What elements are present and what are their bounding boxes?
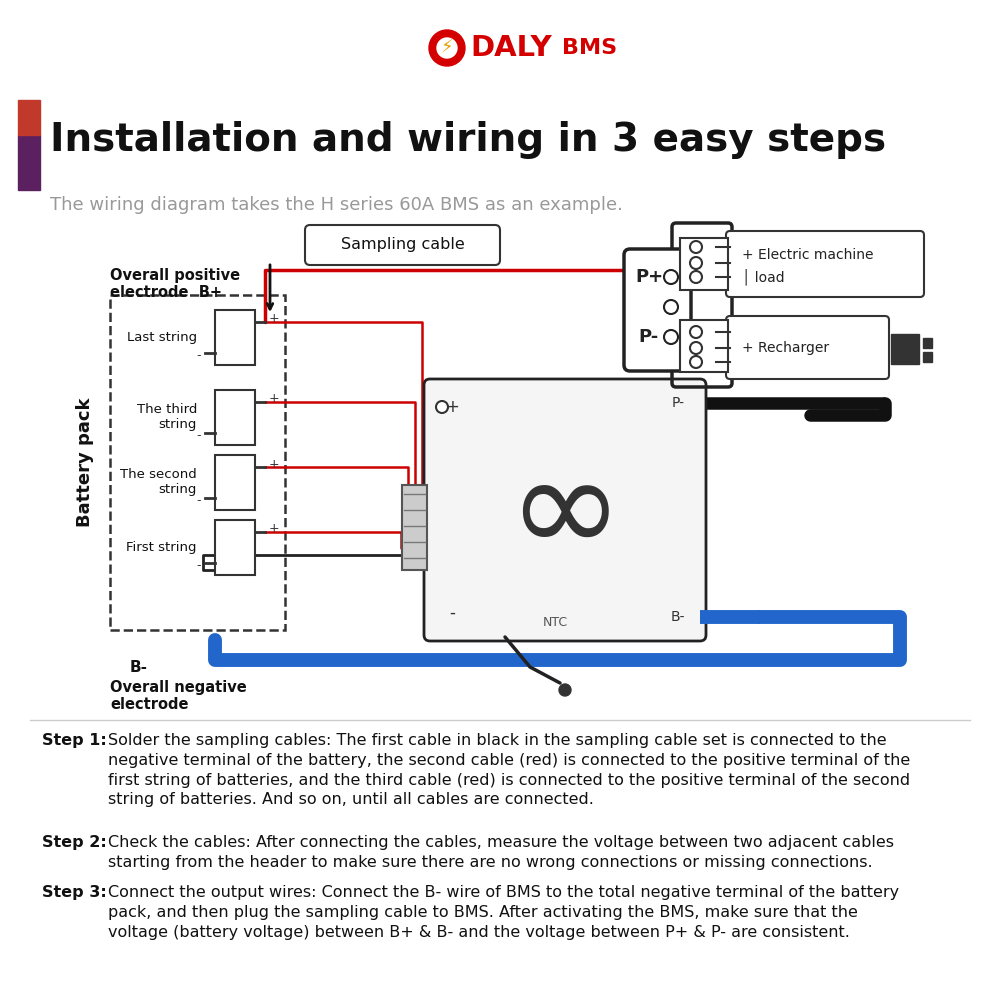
- Text: NTC: NTC: [542, 616, 568, 630]
- Text: The wiring diagram takes the H series 60A BMS as an example.: The wiring diagram takes the H series 60…: [50, 196, 623, 214]
- Text: Connect the output wires: Connect the B- wire of BMS to the total negative termi: Connect the output wires: Connect the B-…: [108, 885, 899, 940]
- Text: Last string: Last string: [127, 330, 197, 344]
- FancyBboxPatch shape: [680, 320, 728, 372]
- Text: +: +: [269, 522, 280, 536]
- Text: -: -: [449, 604, 455, 622]
- Bar: [18, 135, 40, 190]
- Text: P-: P-: [672, 396, 684, 410]
- Bar: [923, 338, 932, 348]
- Bar: [402, 485, 427, 570]
- FancyBboxPatch shape: [305, 225, 500, 265]
- Bar: [215, 390, 255, 445]
- Text: The third
string: The third string: [137, 403, 197, 431]
- FancyBboxPatch shape: [726, 316, 889, 379]
- Text: DALY: DALY: [470, 34, 552, 62]
- FancyBboxPatch shape: [624, 249, 691, 371]
- Circle shape: [690, 356, 702, 368]
- Text: -: -: [196, 430, 201, 442]
- Circle shape: [664, 330, 678, 344]
- Text: -: -: [196, 350, 201, 362]
- Circle shape: [559, 684, 571, 696]
- Text: +: +: [269, 458, 280, 471]
- Text: First string: First string: [126, 540, 197, 554]
- Circle shape: [690, 241, 702, 253]
- Circle shape: [664, 300, 678, 314]
- FancyBboxPatch shape: [680, 238, 728, 290]
- FancyBboxPatch shape: [424, 379, 706, 641]
- Bar: [110, 295, 285, 630]
- Text: │ load: │ load: [742, 269, 785, 285]
- Text: P-: P-: [639, 328, 659, 346]
- Text: +: +: [445, 398, 459, 416]
- Bar: [215, 455, 255, 510]
- Text: B-: B-: [671, 610, 685, 624]
- Text: -: -: [196, 560, 201, 572]
- Text: + Electric machine: + Electric machine: [742, 248, 874, 262]
- Circle shape: [690, 271, 702, 283]
- Text: ∞: ∞: [507, 448, 623, 582]
- Bar: [18, 100, 40, 135]
- Circle shape: [436, 401, 448, 413]
- Bar: [923, 352, 932, 362]
- Circle shape: [690, 342, 702, 354]
- Text: The second
string: The second string: [120, 468, 197, 496]
- Bar: [215, 310, 255, 365]
- Circle shape: [664, 270, 678, 284]
- Text: Overall negative
electrode: Overall negative electrode: [110, 680, 247, 712]
- Text: Overall positive
electrode  B+: Overall positive electrode B+: [110, 268, 240, 300]
- Text: Installation and wiring in 3 easy steps: Installation and wiring in 3 easy steps: [50, 121, 886, 159]
- FancyBboxPatch shape: [726, 231, 924, 297]
- Text: + Recharger: + Recharger: [742, 341, 829, 355]
- Circle shape: [690, 326, 702, 338]
- Text: BMS: BMS: [562, 38, 617, 58]
- Text: P+: P+: [635, 268, 663, 286]
- Circle shape: [437, 38, 457, 58]
- Text: +: +: [269, 392, 280, 406]
- Bar: [215, 520, 255, 575]
- Text: ⚡: ⚡: [441, 39, 453, 57]
- Text: Sampling cable: Sampling cable: [341, 237, 465, 252]
- Text: -: -: [196, 494, 201, 508]
- Text: +: +: [269, 312, 280, 326]
- Text: Step 1:: Step 1:: [42, 733, 107, 748]
- Text: B-: B-: [130, 660, 148, 675]
- Text: Battery pack: Battery pack: [76, 397, 94, 527]
- Text: Solder the sampling cables: The first cable in black in the sampling cable set i: Solder the sampling cables: The first ca…: [108, 733, 910, 807]
- Circle shape: [429, 30, 465, 66]
- Text: Step 3:: Step 3:: [42, 885, 107, 900]
- Text: Step 2:: Step 2:: [42, 835, 107, 850]
- Text: Check the cables: After connecting the cables, measure the voltage between two a: Check the cables: After connecting the c…: [108, 835, 894, 870]
- Circle shape: [690, 257, 702, 269]
- Bar: [891, 334, 919, 364]
